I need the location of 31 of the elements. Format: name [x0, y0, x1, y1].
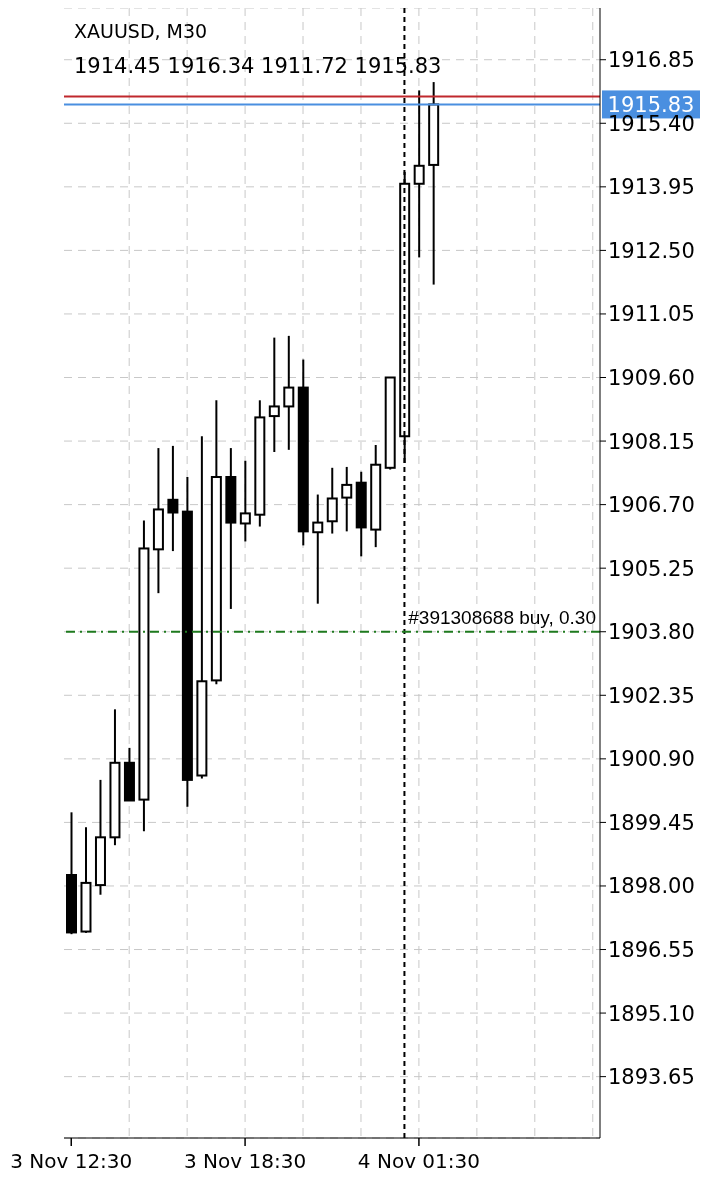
- candlestick: [413, 89, 425, 259]
- y-tick-label: 1895.10: [608, 1001, 695, 1026]
- text: 1914.45 1916.34 1911.72 1915.83: [74, 54, 442, 78]
- y-tick-label: 1896.55: [608, 937, 695, 962]
- ref-line-label: #391308688 buy, 0.30: [408, 606, 596, 628]
- y-tick-label: 1916.85: [608, 48, 695, 73]
- x-tick-label: 4 Nov 01:30: [357, 1149, 480, 1173]
- y-tick-label: 1900.90: [608, 747, 695, 772]
- y-tick-label: 1912.50: [608, 238, 695, 263]
- candlestick: [326, 466, 338, 535]
- y-tick-label: 1911.05: [608, 302, 695, 327]
- y-tick-label: 1903.80: [608, 620, 695, 645]
- y-tick-label: 1899.45: [608, 810, 695, 835]
- y-tick-label: 1905.25: [608, 556, 695, 581]
- y-tick-label: 1908.15: [608, 429, 695, 454]
- text: XAUUSD, M30: [74, 20, 208, 42]
- candlestick: [312, 493, 324, 605]
- y-tick-label: 1902.35: [608, 683, 695, 708]
- candlestick: [167, 444, 179, 553]
- candlestick: [341, 465, 353, 533]
- y-tick-label: 1913.95: [608, 175, 695, 200]
- y-tick-label: 1909.60: [608, 365, 695, 390]
- y-tick-label: 1906.70: [608, 493, 695, 518]
- x-tick-label: 3 Nov 12:30: [10, 1149, 133, 1173]
- y-tick-label: 1893.65: [608, 1065, 695, 1090]
- x-tick-label: 3 Nov 18:30: [184, 1149, 307, 1173]
- candlestick: [239, 459, 251, 543]
- candlestick: [399, 170, 411, 464]
- y-tick-label: 1898.00: [608, 874, 695, 899]
- candlestick: [268, 336, 280, 454]
- candlestick: [283, 334, 295, 451]
